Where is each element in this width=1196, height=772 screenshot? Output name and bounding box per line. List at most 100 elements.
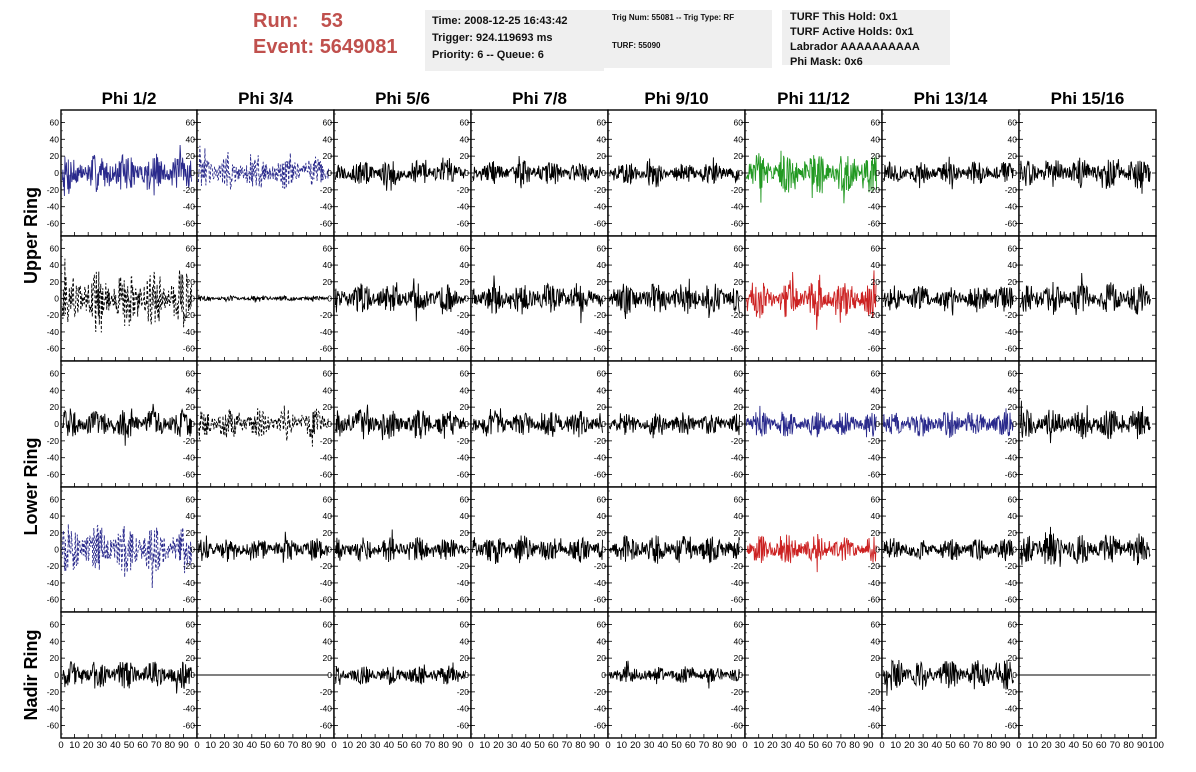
x-tick-label: 60	[411, 740, 422, 751]
y-tick-label: -60	[868, 219, 881, 229]
y-tick-label: 60	[734, 243, 744, 253]
waveform-panel: -60 -40 -20 0 20 40 60	[183, 109, 335, 237]
y-tick-label: 20	[50, 151, 60, 161]
y-tick-label: -60	[320, 219, 333, 229]
waveform-panel: -60 -40 -20 0 20 40 60	[183, 360, 335, 488]
y-tick-label: 0	[54, 545, 59, 555]
y-tick-label: -40	[457, 704, 470, 714]
waveform-trace	[882, 659, 1014, 696]
waveform-trace	[745, 405, 877, 438]
x-tick-label: 90	[1137, 740, 1148, 751]
x-tick-label: 70	[699, 740, 710, 751]
y-tick-label: 20	[871, 653, 881, 663]
y-tick-label: 60	[186, 619, 196, 629]
y-tick-label: -60	[868, 595, 881, 605]
y-tick-label: -40	[868, 202, 881, 212]
waveform-trace	[882, 285, 1014, 316]
waveform-trace	[334, 662, 466, 685]
x-tick-label: 50	[671, 740, 682, 751]
y-tick-label: 0	[1012, 419, 1017, 429]
waveform-panel: -60 -40 -20 0 20 40 60	[594, 486, 746, 613]
y-tick-label: -60	[183, 721, 196, 731]
waveform-trace	[61, 258, 193, 333]
y-tick-label: -20	[457, 310, 470, 320]
x-tick-label: 80	[438, 740, 449, 751]
x-tick-label: 70	[973, 740, 984, 751]
y-tick-label: 60	[871, 494, 881, 504]
y-tick-label: 60	[460, 368, 470, 378]
y-tick-label: 20	[50, 402, 60, 412]
x-tick-label: 60	[685, 740, 696, 751]
y-tick-label: 0	[1012, 294, 1017, 304]
x-tick-label: 40	[1069, 740, 1080, 751]
row-title: Nadir Ring	[21, 629, 41, 720]
y-tick-label: -40	[594, 327, 607, 337]
column-title: Phi 9/10	[644, 89, 708, 108]
y-tick-label: -40	[868, 704, 881, 714]
y-tick-label: -60	[731, 344, 744, 354]
waveform-trace	[471, 408, 603, 438]
waveform-panel: -60 -40 -20 0 20 40 60	[47, 109, 198, 237]
y-tick-label: 40	[50, 636, 60, 646]
waveform-panel: -60 -40 -20 0 20 40 60	[320, 235, 472, 362]
y-tick-label: -20	[47, 687, 60, 697]
y-tick-label: -60	[183, 595, 196, 605]
y-tick-label: -20	[320, 185, 333, 195]
waveform-trace	[882, 408, 1014, 438]
y-tick-label: 20	[460, 528, 470, 538]
y-tick-label: -60	[320, 344, 333, 354]
run-event-header: Run: 53 Event: 5649081	[253, 8, 423, 60]
waveform-trace	[745, 270, 877, 330]
x-tick-label: 0	[468, 740, 473, 751]
y-tick-label: 0	[327, 168, 332, 178]
y-tick-label: 40	[50, 385, 60, 395]
y-tick-label: -60	[868, 721, 881, 731]
y-tick-label: 0	[464, 419, 469, 429]
y-tick-label: 20	[323, 151, 333, 161]
turf-hold-line: TURF This Hold: 0x1	[790, 11, 898, 23]
panel-frame	[744, 611, 883, 739]
y-tick-label: -20	[183, 687, 196, 697]
waveform-panel: -60 -40 -20 0 20 40 60	[457, 235, 609, 362]
x-tick-label: 30	[781, 740, 792, 751]
waveform-trace	[61, 144, 193, 197]
y-tick-label: -20	[320, 436, 333, 446]
waveform-panel: -60 -40 -20 0 20 40 60	[457, 611, 609, 739]
x-tick-label: 70	[288, 740, 299, 751]
waveform-trace	[608, 278, 740, 320]
y-tick-label: 40	[323, 511, 333, 521]
y-tick-label: 20	[871, 528, 881, 538]
y-tick-label: -60	[594, 721, 607, 731]
y-tick-label: 40	[323, 636, 333, 646]
y-tick-label: -20	[868, 310, 881, 320]
y-tick-label: 0	[190, 168, 195, 178]
waveform-panel: -60 -40 -20 0 20 40 60	[731, 360, 883, 488]
y-tick-label: -40	[731, 453, 744, 463]
x-tick-label: 80	[575, 740, 586, 751]
y-tick-label: 40	[323, 260, 333, 270]
y-tick-label: 60	[50, 368, 60, 378]
y-tick-label: 20	[734, 528, 744, 538]
x-tick-label: 40	[247, 740, 258, 751]
y-tick-label: -40	[1005, 704, 1018, 714]
column-title: Phi 5/6	[375, 89, 430, 108]
y-tick-label: -40	[731, 578, 744, 588]
x-tick-label: 90	[315, 740, 326, 751]
y-tick-label: -40	[868, 453, 881, 463]
y-tick-label: -20	[868, 436, 881, 446]
waveform-trace	[608, 660, 740, 689]
y-tick-label: 60	[597, 243, 607, 253]
y-tick-label: 20	[50, 277, 60, 287]
trig-info-box: Trig Num: 55081 -- Trig Type: RF TURF: 5…	[604, 10, 772, 68]
x-tick-label: 10	[342, 740, 353, 751]
y-tick-label: -40	[320, 202, 333, 212]
waveform-trace	[334, 278, 466, 322]
x-tick-label: 20	[904, 740, 915, 751]
x-tick-label: 70	[562, 740, 573, 751]
y-tick-label: -20	[183, 561, 196, 571]
y-tick-label: -60	[1005, 344, 1018, 354]
y-tick-label: 60	[186, 494, 196, 504]
y-tick-label: 20	[597, 653, 607, 663]
x-tick-label: 0	[879, 740, 884, 751]
y-tick-label: 0	[601, 168, 606, 178]
